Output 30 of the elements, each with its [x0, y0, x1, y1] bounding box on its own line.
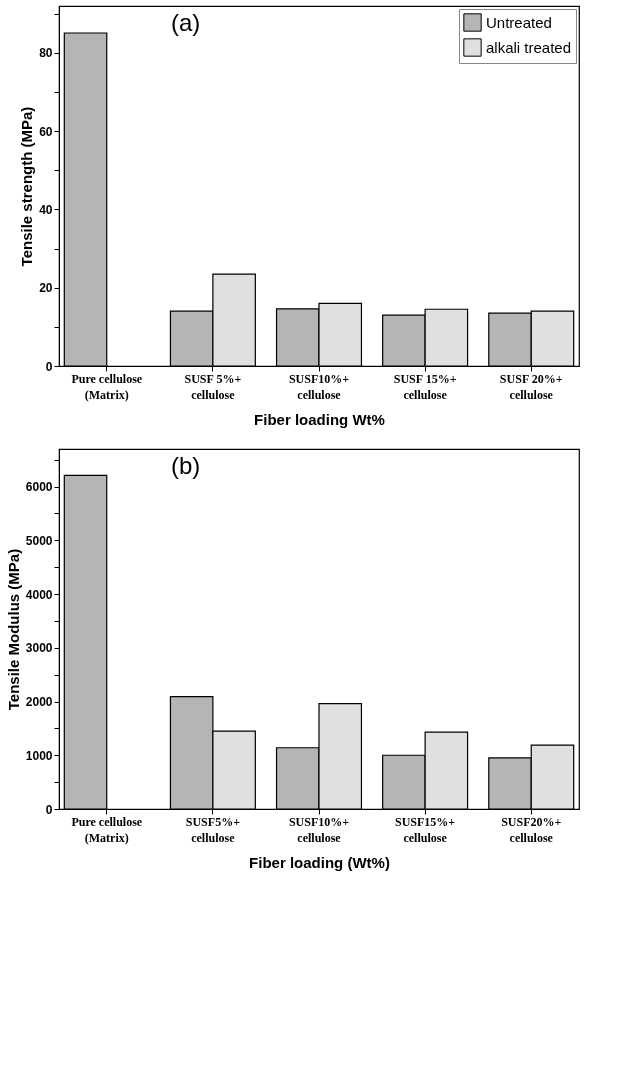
x-tick-label: SUSF10%+ cellulose [288, 814, 350, 845]
x-axis-title: Fiber loading Wt% [254, 410, 385, 428]
y-tick-label: 5000 [25, 533, 53, 548]
y-axis-title: Tensile strength (MPa) [18, 106, 36, 267]
y-tick-label: 80 [39, 46, 53, 61]
legend-label: alkali treated [486, 38, 572, 56]
y-tick-label: 1000 [25, 748, 53, 763]
y-tick-label: 40 [39, 202, 53, 217]
y-tick-label: 20 [39, 281, 53, 296]
annotation: (b) [171, 452, 201, 479]
y-tick-label: 6000 [25, 480, 53, 495]
y-tick-label: 60 [39, 124, 53, 139]
x-tick-label: SUSF20%+ cellulose [501, 814, 562, 845]
x-tick-label: SUSF 20%+ cellulose [499, 371, 563, 402]
y-tick-label: 0 [45, 359, 53, 374]
annotation: (a) [171, 9, 201, 36]
x-tick-label: SUSF15%+ cellulose [395, 814, 456, 845]
x-axis-title: Fiber loading (Wt%) [249, 853, 390, 871]
x-tick-label: SUSF 5%+ cellulose [184, 371, 242, 402]
y-tick-label: 2000 [25, 695, 53, 710]
y-tick-label: 3000 [25, 641, 53, 656]
y-axis-title: Tensile Modulus (MPa) [4, 548, 22, 711]
y-tick-label: 0 [45, 802, 53, 817]
legend-label: Untreated [486, 13, 552, 31]
y-tick-label: 4000 [25, 587, 53, 602]
x-tick-label: SUSF5%+ cellulose [185, 814, 241, 845]
x-tick-label: SUSF 15%+ cellulose [393, 371, 457, 402]
x-tick-label: Pure cellulose (Matrix) [71, 814, 143, 845]
x-tick-label: Pure cellulose (Matrix) [71, 371, 143, 402]
x-tick-label: SUSF10%+ cellulose [288, 371, 350, 402]
